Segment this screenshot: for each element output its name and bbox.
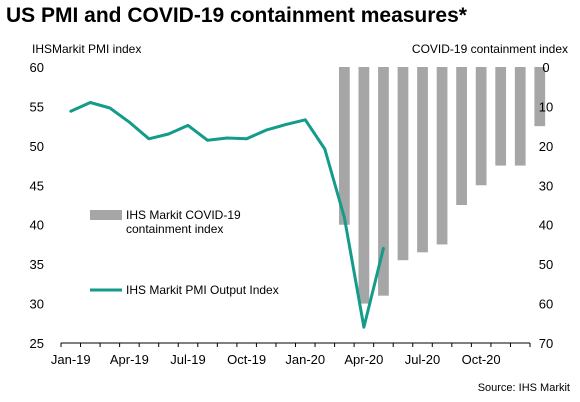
x-tick-label: Oct-19 [227,352,266,367]
left-tick-label: 50 [30,139,44,154]
containment-bar [417,67,428,253]
left-tick-label: 60 [30,60,44,75]
left-tick-label: 25 [30,336,44,351]
right-tick-label: 60 [539,297,553,312]
right-tick-label: 0 [542,60,549,75]
left-tick-label: 55 [30,99,44,114]
x-tick-label: Oct-20 [462,352,501,367]
legend-line-label: IHS Markit PMI Output Index [126,283,279,297]
x-tick-label: Jan-20 [285,352,325,367]
legend: IHS Markit COVID-19 containment index IH… [90,208,279,297]
x-tick-marks [60,343,531,347]
x-tick-label: Apr-19 [110,352,149,367]
right-tick-labels: 0 10 20 30 40 50 60 70 [539,60,553,351]
left-tick-label: 40 [30,218,44,233]
containment-bar [534,67,546,127]
legend-bar-label-line2: containment index [126,222,223,236]
left-tick-label: 45 [30,178,44,193]
pmi-line [69,101,385,329]
left-tick-label: 35 [30,257,44,272]
left-tick-labels: 25 30 35 40 45 50 55 60 [30,60,44,351]
right-tick-label: 40 [539,218,553,233]
containment-bar [378,67,389,296]
containment-bar [475,67,487,186]
legend-bar-label: IHS Markit COVID-19 containment index [126,208,244,236]
right-axis-title: COVID-19 containment index [411,42,568,56]
source-note: Source: IHS Markit [477,382,570,394]
chart-title: US PMI and COVID-19 containment measures… [6,4,467,27]
legend-bar-swatch [90,210,122,220]
left-axis-title: IHSMarkit PMI index [32,42,142,56]
containment-bar [338,67,350,225]
containment-bar [397,67,409,261]
x-tick-label: Jan-19 [51,352,91,367]
right-tick-label: 70 [539,336,553,351]
x-tick-label: Jul-20 [405,352,440,367]
containment-bar [495,67,507,166]
right-tick-label: 30 [539,178,553,193]
right-tick-label: 20 [539,139,553,154]
legend-bar-label-line1: IHS Markit COVID-19 [126,208,241,222]
right-tick-label: 50 [539,257,553,272]
x-tick-label: Jul-19 [170,352,205,367]
right-tick-label: 10 [539,99,553,114]
containment-bar [456,67,467,205]
x-tick-label: Apr-20 [344,352,383,367]
containment-bars [338,67,546,304]
left-tick-label: 30 [30,297,44,312]
containment-bar [358,67,370,304]
x-tick-labels: Jan-19 Apr-19 Jul-19 Oct-19 Jan-20 Apr-20 Jul-… [51,352,501,367]
containment-bar [436,67,448,245]
containment-bar [514,67,526,166]
